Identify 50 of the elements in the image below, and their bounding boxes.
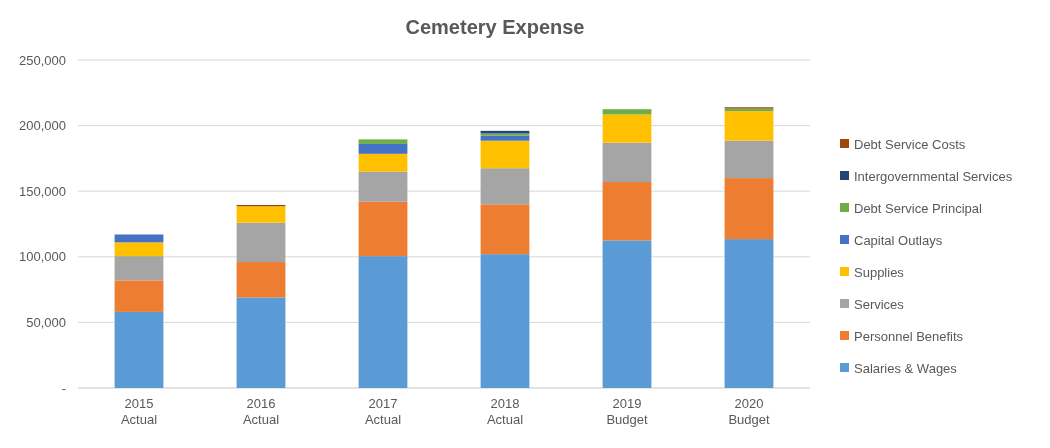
legend-label: Supplies: [854, 264, 905, 280]
bar: [724, 140, 774, 179]
bar: [602, 109, 652, 115]
bar: [480, 135, 530, 141]
x-tick-label: 2017 Actual: [364, 396, 402, 427]
x-tick-label: 2016 Actual: [242, 396, 280, 427]
x-tick-label: 2019 Budget: [606, 396, 648, 427]
legend-label: Salaries & Wages: [854, 360, 958, 376]
bar: [358, 171, 408, 202]
bar: [236, 206, 286, 223]
y-tick-label: 250,000: [19, 52, 66, 68]
bar: [358, 153, 408, 172]
bar: [236, 222, 286, 263]
bar: [114, 280, 164, 312]
bar: [358, 139, 408, 144]
legend-label: Capital Outlays: [854, 232, 943, 248]
bar: [480, 168, 530, 205]
bar: [724, 178, 774, 240]
bar: [480, 204, 530, 255]
bar: [602, 114, 652, 143]
bar: [724, 111, 774, 141]
bar: [480, 254, 530, 388]
bar: [480, 140, 530, 169]
legend-label: Debt Service Costs: [854, 136, 966, 152]
bar: [602, 240, 652, 388]
x-tick-label: 2020 Budget: [728, 396, 770, 427]
legend-label: Debt Service Principal: [854, 200, 982, 216]
legend-label: Personnel Benefits: [854, 328, 964, 344]
legend-label: Intergovernmental Services: [854, 168, 1013, 184]
y-tick-label: 150,000: [19, 183, 66, 199]
bar: [114, 256, 164, 281]
y-tick-label: 200,000: [19, 118, 66, 134]
bar: [114, 242, 164, 257]
bar: [358, 201, 408, 257]
y-tick-label: 100,000: [19, 249, 66, 265]
bar: [236, 297, 286, 388]
x-tick-label: 2018 Actual: [486, 396, 524, 427]
bar: [602, 142, 652, 183]
bar: [724, 239, 774, 388]
bar: [114, 311, 164, 388]
bar: [358, 256, 408, 388]
legend-label: Services: [854, 296, 905, 312]
bar: [236, 262, 286, 298]
bar: [602, 182, 652, 241]
chart-title: Cemetery Expense: [405, 16, 585, 38]
bar: [358, 143, 408, 154]
y-tick-label: -: [61, 380, 66, 396]
x-tick-label: 2015 Actual: [120, 396, 158, 427]
y-tick-label: 50,000: [26, 314, 66, 330]
bar: [114, 234, 164, 243]
